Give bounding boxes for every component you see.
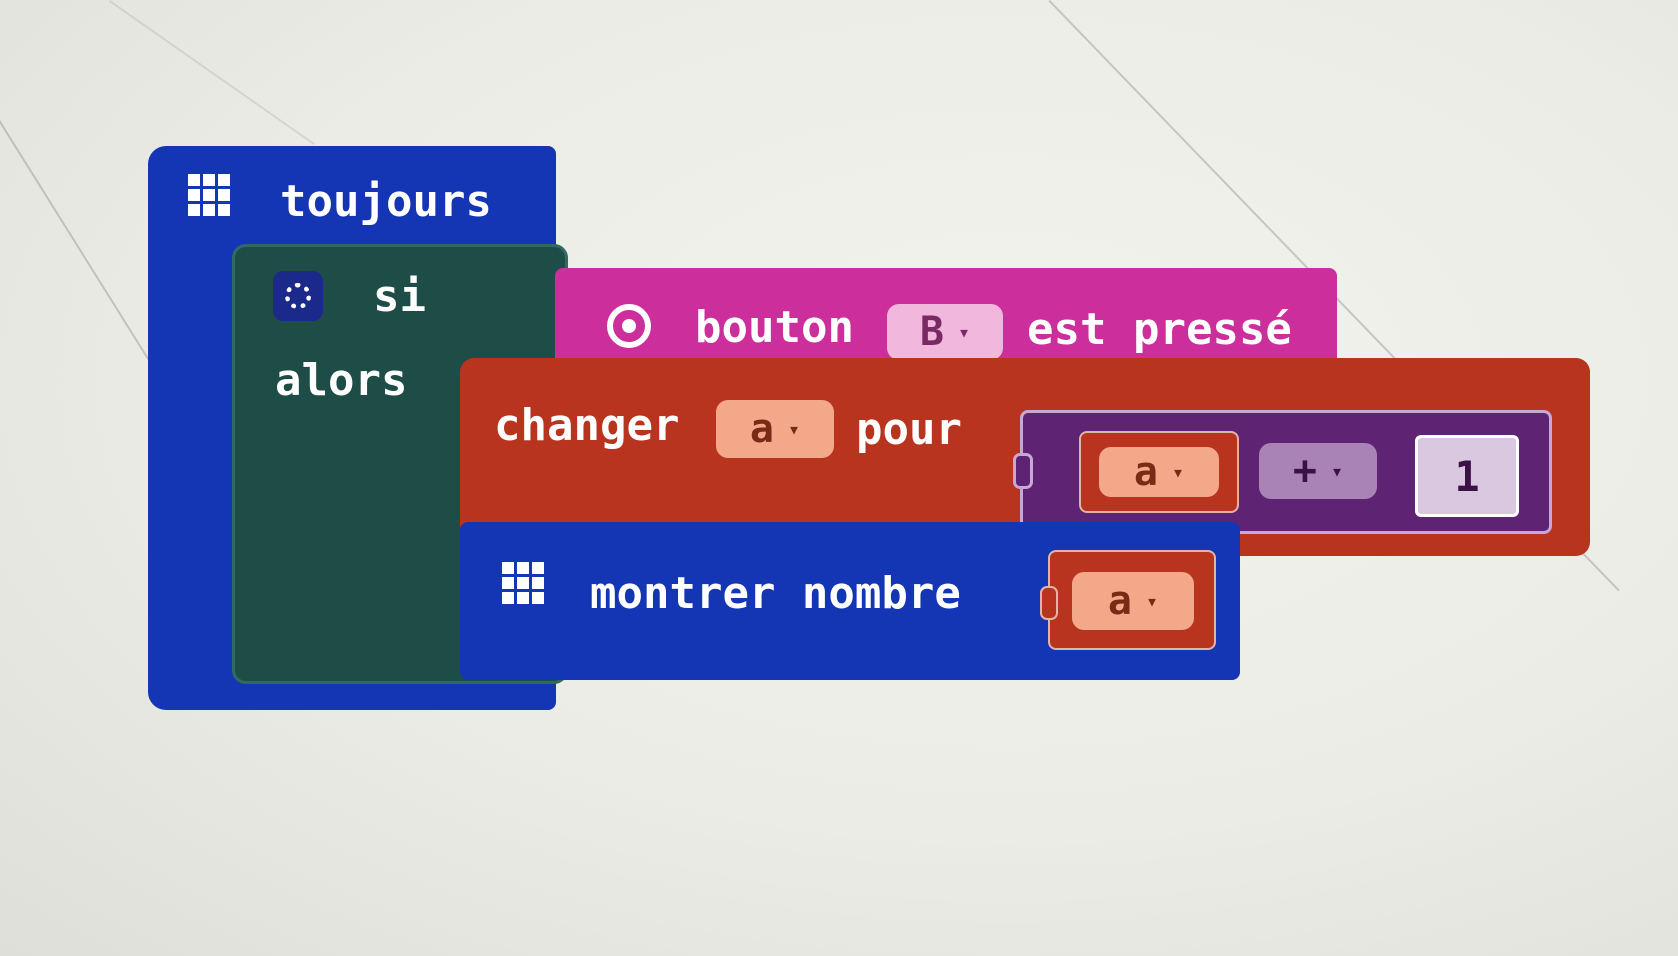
chevron-down-icon: ▾ [788, 417, 801, 441]
change-variable-dropdown[interactable]: a ▾ [716, 400, 834, 458]
addition-right-operand[interactable]: 1 [1415, 435, 1519, 517]
change-variable-value: a [749, 406, 775, 452]
show-number-label: montrer nombre [590, 568, 961, 619]
if-label: si [373, 271, 426, 322]
addition-block[interactable]: a ▾ + ▾ 1 [1013, 410, 1552, 534]
grid-icon [188, 174, 230, 216]
chevron-down-icon: ▾ [1331, 459, 1344, 483]
addition-left-operand[interactable]: a ▾ [1079, 431, 1239, 513]
by-label: pour [856, 404, 962, 455]
gear-icon [273, 271, 323, 321]
input-notch [1013, 453, 1033, 489]
show-number-block[interactable]: montrer nombre a ▾ [460, 522, 1240, 680]
then-label: alors [275, 355, 408, 406]
button-label: bouton [695, 302, 854, 353]
show-variable-value: a [1107, 578, 1133, 624]
chevron-down-icon: ▾ [1172, 460, 1185, 484]
input-notch [1040, 586, 1058, 620]
target-icon [607, 304, 651, 348]
button-select-value: B [919, 309, 945, 355]
operator-dropdown[interactable]: + ▾ [1259, 443, 1377, 499]
grid-icon [502, 562, 544, 604]
left-variable-value: a [1133, 449, 1159, 495]
forever-label: toujours [280, 176, 492, 227]
chevron-down-icon: ▾ [958, 320, 971, 344]
button-select-dropdown[interactable]: B ▾ [887, 304, 1003, 360]
change-label: changer [494, 400, 680, 451]
left-variable-dropdown[interactable]: a ▾ [1099, 447, 1219, 497]
show-number-operand[interactable]: a ▾ [1040, 550, 1216, 650]
show-variable-dropdown[interactable]: a ▾ [1072, 572, 1194, 630]
chevron-down-icon: ▾ [1146, 589, 1159, 613]
operator-value: + [1292, 448, 1318, 494]
pressed-label: est pressé [1027, 304, 1292, 355]
right-value[interactable]: 1 [1454, 451, 1480, 501]
